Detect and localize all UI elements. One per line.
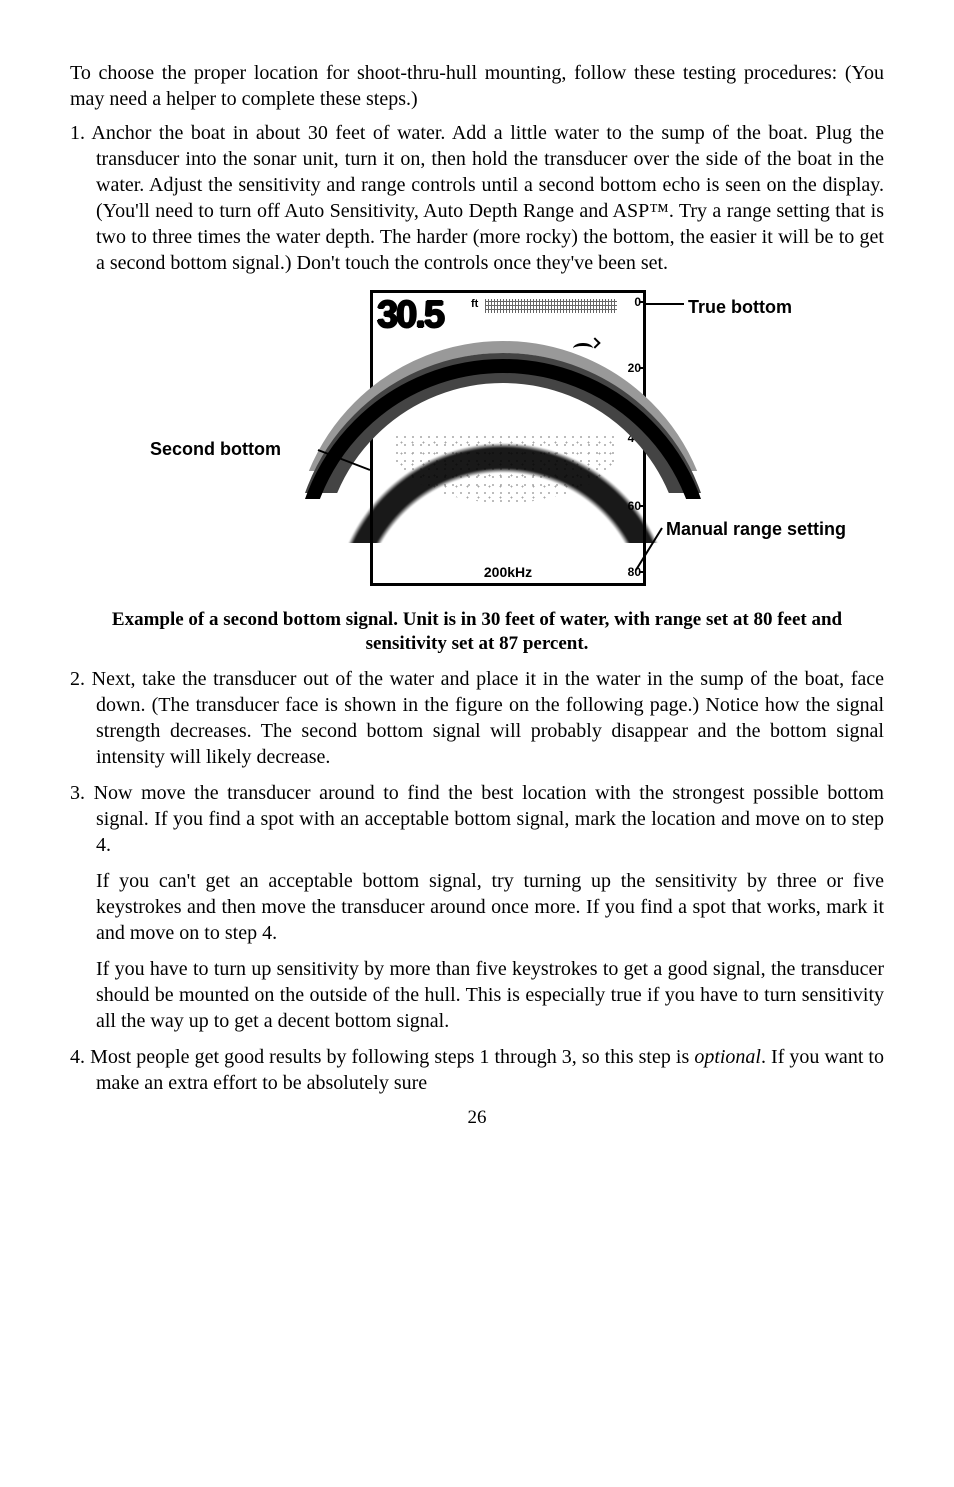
- frequency-label: 200kHz: [484, 563, 532, 581]
- depth-value: 30.5: [377, 291, 443, 340]
- intro-paragraph: To choose the proper location for shoot-…: [70, 60, 884, 112]
- step-3b: If you can't get an acceptable bottom si…: [70, 868, 884, 946]
- label-second-bottom: Second bottom: [150, 438, 281, 461]
- step-1: 1. Anchor the boat in about 30 feet of w…: [70, 120, 884, 276]
- page-number: 26: [70, 1106, 884, 1131]
- sonar-figure: 30.5 ft 0 20 40 60 80 200kHz True bottom…: [70, 290, 884, 600]
- scale-20: 20: [628, 361, 641, 377]
- step-3: 3. Now move the transducer around to fin…: [70, 780, 884, 858]
- scale-80: 80: [628, 565, 641, 581]
- step-4-prefix: 4. Most people get good results by follo…: [70, 1046, 694, 1068]
- label-true-bottom: True bottom: [688, 296, 792, 319]
- sonar-display: 30.5 ft 0 20 40 60 80 200kHz: [370, 290, 646, 586]
- step-3c: If you have to turn up sensitivity by mo…: [70, 956, 884, 1034]
- surface-noise: [485, 299, 617, 313]
- figure-caption: Example of a second bottom signal. Unit …: [110, 608, 844, 656]
- depth-unit: ft: [471, 297, 478, 311]
- scale-0: 0: [634, 295, 641, 311]
- step-2: 2. Next, take the transducer out of the …: [70, 666, 884, 770]
- step-4-italic: optional: [694, 1046, 761, 1068]
- label-manual-range: Manual range setting: [666, 518, 846, 541]
- step-4: 4. Most people get good results by follo…: [70, 1044, 884, 1096]
